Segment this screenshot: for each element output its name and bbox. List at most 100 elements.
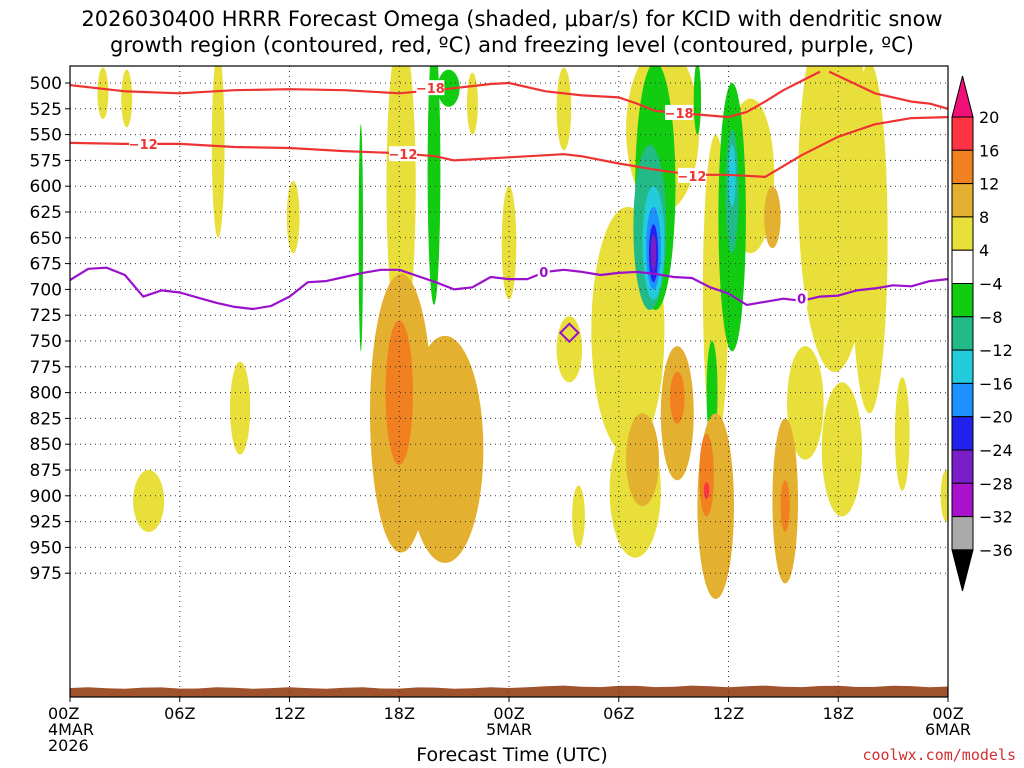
omega-shade-blob: [133, 470, 165, 532]
contour-label: 0: [797, 293, 806, 308]
x-tick-label: 18Z: [823, 704, 854, 723]
contour-label-bg: [129, 135, 158, 151]
y-axis: 500 525 550 575 600 625 650 675 700 725 750 775 800 8…: [30, 74, 70, 584]
y-tick-label: 825: [30, 409, 62, 429]
x-tick-label: 12Z: [713, 704, 744, 723]
y-tick-label: 700: [30, 280, 62, 300]
y-tick-label: 750: [30, 332, 62, 352]
omega-shade-blob: [669, 371, 685, 424]
omega-shade-blob: [851, 66, 888, 414]
omega-shading: [97, 66, 948, 599]
y-tick-label: 500: [30, 74, 62, 94]
x-axis-title: Forecast Time (UTC): [416, 744, 608, 766]
colorbar-bottom-arrow: [951, 549, 974, 592]
colorbar-label: 16: [979, 141, 999, 160]
y-tick-label: 800: [30, 384, 62, 404]
contour-label: −12: [129, 138, 158, 153]
colorbar-top-arrow: [951, 75, 974, 118]
y-tick-label: 650: [30, 229, 62, 249]
contour-minus18: [70, 70, 821, 119]
omega-shade-blob: [121, 69, 133, 128]
colorbar-band: [951, 349, 974, 384]
colorbar-label: −32: [979, 508, 1013, 527]
y-tick-label: 625: [30, 203, 62, 223]
contour-label-bg: [416, 80, 445, 96]
colorbar-label: −16: [979, 374, 1013, 393]
chart-title-line-1: 2026030400 HRRR Forecast Omega (shaded, …: [81, 7, 943, 31]
y-tick-label: 525: [30, 100, 62, 120]
colorbar-band: [951, 249, 974, 284]
x-tick-label: 00Z: [493, 704, 524, 723]
contour-label: −18: [665, 107, 694, 122]
x-tick-label: 12Z: [274, 704, 305, 723]
omega-shade-blob: [787, 346, 824, 460]
omega-shade-blob: [821, 382, 863, 517]
x-tick-label: 5MAR: [486, 720, 532, 739]
contour-label-bg: [795, 290, 808, 306]
colorbar-label: −24: [979, 441, 1013, 460]
x-tick-label: 06Z: [603, 704, 634, 723]
x-tick-label: 6MAR: [925, 720, 971, 739]
x-tick-label: 4MAR: [48, 720, 94, 739]
omega-shade-blob: [703, 482, 710, 499]
colorbar-label: −28: [979, 474, 1013, 493]
y-tick-label: 550: [30, 126, 62, 146]
contour-minus12: [70, 116, 948, 178]
omega-shade-blob: [427, 66, 441, 305]
contour-lines: −18 −18 −12 −12 −12 0 0: [70, 70, 948, 344]
x-tick-label: 18Z: [384, 704, 415, 723]
x-tick-label: 00Z: [932, 704, 963, 723]
chart-title-line-2: growth region (contoured, red, ºC) and f…: [110, 33, 914, 57]
y-tick-label: 925: [30, 513, 62, 533]
x-tick-label: 2026: [48, 736, 89, 755]
credit-text: coolwx.com/models: [862, 746, 1016, 764]
omega-shade-blob: [501, 186, 517, 300]
omega-shade-blob: [211, 66, 225, 238]
y-tick-label: 900: [30, 487, 62, 507]
y-tick-label: 725: [30, 306, 62, 326]
y-tick-label: 575: [30, 151, 62, 171]
omega-shade-blob: [286, 181, 300, 254]
colorbar-label: 8: [979, 208, 989, 227]
y-tick-label: 675: [30, 255, 62, 275]
omega-shade-blob: [626, 413, 659, 507]
colorbar: 20 16 12 8 4 −4 −8 −12 −16 −20 −24 −28 −32 −36: [951, 75, 1013, 592]
x-tick-label: 06Z: [164, 704, 195, 723]
contour-label-bg: [537, 263, 550, 279]
omega-shade-blob: [940, 470, 948, 522]
omega-shade-blob: [693, 66, 702, 135]
colorbar-band: [951, 516, 974, 551]
contour-label-bg: [388, 146, 417, 162]
colorbar-label: −4: [979, 275, 1003, 294]
omega-shade-blob: [556, 316, 583, 383]
y-tick-label: 875: [30, 461, 62, 481]
contour-label: 0: [539, 266, 548, 281]
colorbar-label: −8: [979, 308, 1003, 327]
contour-label: −12: [677, 170, 706, 185]
colorbar-band: [951, 382, 974, 418]
contour-label-bg: [665, 104, 694, 120]
colorbar-band: [951, 149, 974, 185]
contour-label: −12: [388, 148, 417, 163]
omega-shade-blob: [699, 433, 714, 517]
colorbar-band: [951, 283, 974, 318]
colorbar-band: [951, 482, 974, 518]
colorbar-band: [951, 416, 974, 451]
colorbar-label: 4: [979, 241, 989, 260]
contour-minus18b: [828, 70, 948, 110]
contour-label-bg: [677, 167, 706, 183]
omega-shade-blob: [572, 485, 585, 548]
chart-title: 2026030400 HRRR Forecast Omega (shaded, …: [0, 6, 1024, 58]
omega-shade-blob: [780, 480, 790, 532]
omega-shade-blob: [230, 361, 251, 455]
omega-shade-blob: [415, 371, 449, 476]
omega-shade-blob: [97, 67, 109, 120]
omega-shade-blob: [556, 67, 572, 151]
colorbar-band: [951, 183, 974, 218]
y-tick-label: 950: [30, 538, 62, 558]
y-tick-label: 850: [30, 435, 62, 455]
y-tick-label: 975: [30, 564, 62, 584]
colorbar-band: [951, 116, 974, 151]
